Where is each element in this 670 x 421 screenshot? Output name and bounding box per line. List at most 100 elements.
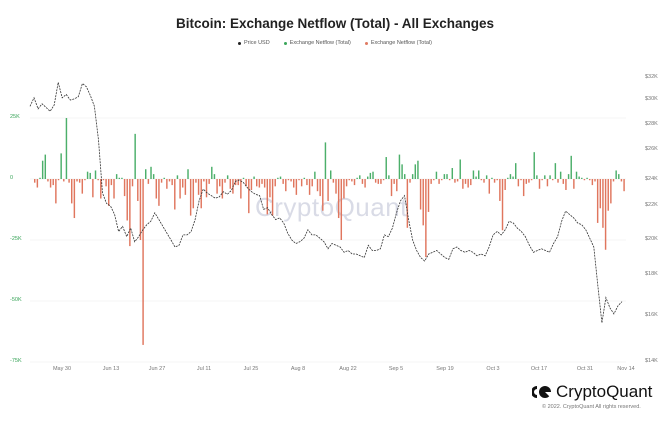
netflow-bar (293, 179, 295, 188)
netflow-bar (240, 179, 242, 199)
netflow-bar (456, 179, 459, 182)
right-axis-tick: $20K (645, 236, 658, 242)
netflow-bar (184, 179, 187, 195)
netflow-bar (546, 179, 549, 187)
watermark: CryptoQuant (255, 192, 408, 222)
netflow-bar (388, 175, 390, 179)
netflow-bar (208, 179, 210, 184)
netflow-bar (123, 179, 126, 197)
netflow-bar (118, 177, 121, 179)
netflow-bar (525, 179, 528, 184)
netflow-bar (126, 179, 128, 221)
netflow-bar (441, 179, 443, 181)
netflow-bar (274, 179, 276, 187)
netflow-bar (433, 179, 435, 181)
netflow-bar (380, 179, 382, 184)
netflow-bar (322, 179, 324, 211)
netflow-bar (47, 179, 49, 182)
netflow-bar (81, 179, 84, 194)
netflow-bar (483, 179, 485, 183)
netflow-bar (205, 179, 208, 198)
x-axis-tick: Sep 5 (388, 366, 404, 372)
netflow-bar (501, 179, 504, 231)
right-axis-tick: $26K (645, 146, 658, 152)
netflow-bar (396, 179, 398, 192)
netflow-bar (189, 179, 192, 216)
netflow-bar (110, 179, 113, 186)
netflow-bar (269, 179, 271, 198)
netflow-bar (427, 179, 430, 212)
netflow-bar (160, 179, 163, 183)
netflow-bar (517, 179, 520, 187)
netflow-bar (71, 179, 73, 204)
netflow-bar (298, 179, 300, 181)
netflow-bar (266, 179, 269, 215)
netflow-bar (382, 179, 385, 181)
netflow-bar (596, 179, 599, 223)
netflow-bar (515, 163, 517, 179)
right-axis-tick: $22K (645, 202, 658, 208)
netflow-bar (139, 179, 142, 240)
netflow-bar (271, 179, 274, 216)
netflow-bar (552, 179, 554, 181)
x-axis-tick: Aug 8 (290, 366, 306, 372)
netflow-bar (422, 179, 424, 226)
netflow-bar (145, 169, 147, 179)
legend-item-netflow-negative[interactable]: Exchange Netflow (Total) (364, 40, 432, 46)
netflow-bar (541, 179, 543, 181)
netflow-bar (287, 179, 290, 181)
netflow-bar (411, 174, 414, 179)
brand-name: CryptoQuant (556, 382, 653, 401)
netflow-bar (385, 157, 387, 179)
netflow-bar (242, 177, 245, 179)
chart-legend: Price USD Exchange Netflow (Total) Excha… (0, 40, 670, 46)
netflow-bar (158, 179, 160, 206)
netflow-bar (602, 179, 604, 228)
netflow-bar (332, 179, 335, 183)
left-axis-tick: -75K (10, 358, 22, 364)
netflow-bar (76, 179, 78, 182)
netflow-bar (226, 175, 229, 179)
netflow-bar (253, 176, 255, 179)
chart-title: Bitcoin: Exchange Netflow (Total) - All … (175, 16, 495, 31)
netflow-bar (472, 170, 475, 179)
netflow-bar (507, 177, 509, 179)
netflow-bar (359, 175, 361, 179)
netflow-bar (591, 179, 594, 186)
netflow-bar (604, 179, 607, 250)
cryptoquant-logo: CryptoQuant (532, 382, 652, 402)
x-axis-tick: Jun 13 (102, 366, 120, 372)
netflow-bar (493, 179, 496, 183)
netflow-bar (599, 179, 602, 209)
netflow-bar (44, 154, 47, 179)
netflow-bar (52, 179, 54, 186)
netflow-bar (567, 174, 570, 179)
netflow-bar (369, 172, 372, 179)
netflow-bar (68, 179, 70, 183)
netflow-bar (404, 174, 406, 179)
legend-label-netflow-negative: Exchange Netflow (Total) (370, 40, 432, 46)
netflow-bar (451, 168, 454, 179)
netflow-bar (335, 179, 337, 194)
netflow-bar (351, 179, 353, 182)
netflow-bar (549, 175, 551, 179)
netflow-bar (290, 179, 292, 182)
netflow-bar (618, 174, 620, 179)
netflow-bar (129, 179, 131, 247)
netflow-bar (163, 177, 165, 179)
netflow-bar (221, 179, 224, 199)
netflow-bar (425, 179, 427, 258)
netflow-bar (192, 179, 195, 209)
netflow-bar (330, 170, 332, 179)
netflow-bar (470, 179, 472, 186)
netflow-bar (583, 179, 586, 181)
legend-item-price[interactable]: Price USD (238, 40, 270, 46)
netflow-bar (187, 169, 189, 179)
netflow-bar (182, 179, 184, 188)
netflow-bar (250, 179, 253, 190)
price-line (29, 82, 623, 323)
x-axis-tick: May 30 (52, 366, 72, 372)
legend-item-netflow-positive[interactable]: Exchange Netflow (Total) (283, 40, 351, 46)
netflow-bar (263, 179, 266, 188)
